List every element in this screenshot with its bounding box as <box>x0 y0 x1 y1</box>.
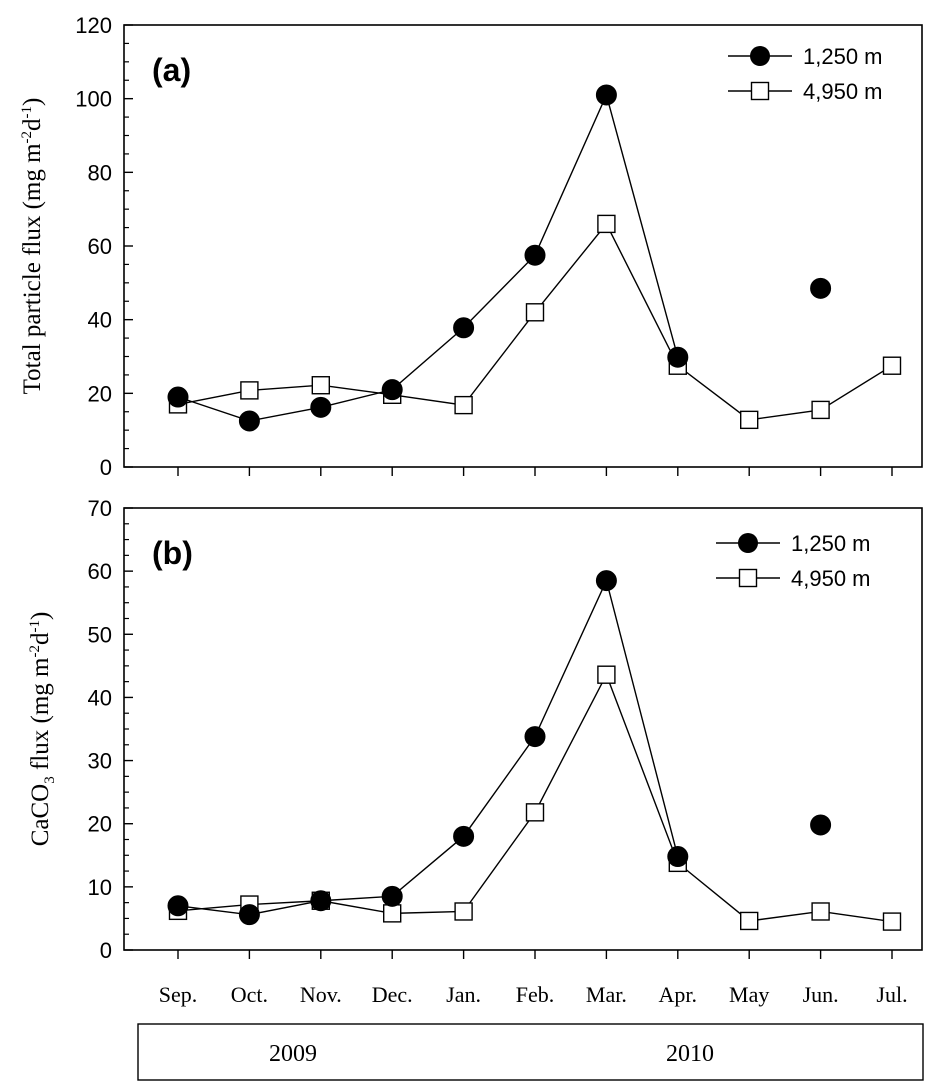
y-tick-label: 20 <box>88 381 112 406</box>
marker-1250m-Jan. <box>453 317 475 339</box>
legend-label: 1,250 m <box>803 44 883 69</box>
marker-1250m-Dec. <box>381 379 403 401</box>
y-tick-label: 120 <box>75 13 112 38</box>
y-tick-label: 30 <box>88 749 112 774</box>
marker-1250m-Sep. <box>167 895 189 917</box>
month-label: Oct. <box>231 982 268 1007</box>
marker-4950m-Mar. <box>597 665 616 684</box>
month-label: Nov. <box>300 982 342 1007</box>
y-axis-label: CaCO3 flux (mg m-2d-1) <box>27 612 58 847</box>
y-tick-label: 60 <box>88 234 112 259</box>
marker-1250m-Jun. <box>810 814 832 836</box>
month-label: Dec. <box>372 982 413 1007</box>
legend-marker-4950m <box>750 81 770 101</box>
marker-1250m-Feb. <box>524 726 546 748</box>
marker-4950m-May <box>740 410 759 430</box>
marker-4950m-Jul. <box>882 356 902 375</box>
marker-4950m-Jun. <box>811 902 830 921</box>
marker-1250m-Nov. <box>310 890 332 912</box>
marker-4950m-Jun. <box>811 400 830 420</box>
legend-marker-1250m <box>738 533 758 553</box>
marker-4950m-Jul. <box>882 912 902 931</box>
marker-1250m-Nov. <box>310 396 332 418</box>
year-frame <box>137 1023 924 1081</box>
marker-1250m-Mar. <box>595 84 617 106</box>
month-label: Jun. <box>803 982 839 1007</box>
month-labels: Sep. Oct. Nov. Dec. Jan. Feb. Mar. Apr. May Jun. J… <box>159 982 908 1007</box>
y-tick-label: 0 <box>100 455 112 480</box>
panel-b: 0 10 20 30 40 50 60 70 (b) 1,250 m 4,950 m CaCO3 fl… <box>27 496 923 963</box>
month-label: Jul. <box>876 982 907 1007</box>
month-label: May <box>729 982 769 1007</box>
y-tick-label: 50 <box>88 622 112 647</box>
marker-1250m-Oct. <box>238 904 260 926</box>
y-axis-label: Total particle flux (mg m-2d-1) <box>19 98 46 395</box>
year-2009: 2009 <box>269 1041 317 1067</box>
marker-4950m-Feb. <box>525 303 545 322</box>
marker-4950m-Jan. <box>454 902 473 921</box>
y-tick-label: 0 <box>100 938 112 963</box>
marker-1250m-Apr. <box>667 846 689 868</box>
y-tick-label: 80 <box>88 160 112 185</box>
marker-1250m-Feb. <box>524 244 546 266</box>
y-tick-label: 40 <box>88 308 112 333</box>
y-tick-label: 100 <box>75 87 112 112</box>
panel-a: 0 20 40 60 80 100 120 (a) 1,250 m 4,950 m Total pa… <box>19 13 923 480</box>
month-label: Jan. <box>446 982 481 1007</box>
month-label: Sep. <box>159 982 198 1007</box>
marker-1250m-Dec. <box>381 885 403 907</box>
series-line-1250m <box>177 578 679 916</box>
marker-4950m-May <box>740 911 759 931</box>
legend-label: 1,250 m <box>791 531 871 556</box>
panel-label: (b) <box>152 535 193 571</box>
legend-marker-1250m <box>750 46 770 66</box>
marker-4950m-Feb. <box>525 803 545 822</box>
marker-4950m-Jan. <box>454 395 473 415</box>
marker-4950m-Mar. <box>597 214 616 234</box>
marker-1250m-Jan. <box>453 825 475 847</box>
marker-1250m-Mar. <box>595 570 617 592</box>
year-box: 2009 2010 <box>137 1023 924 1081</box>
marker-1250m-Oct. <box>238 410 260 432</box>
legend-label: 4,950 m <box>791 566 871 591</box>
marker-4950m-Dec. <box>383 904 402 923</box>
month-label: Apr. <box>659 982 698 1007</box>
y-tick-label: 40 <box>88 685 112 710</box>
y-tick-label: 70 <box>88 496 112 521</box>
marker-1250m-Jun. <box>810 277 832 299</box>
legend-label: 4,950 m <box>803 79 883 104</box>
y-tick-label: 10 <box>88 875 112 900</box>
marker-4950m-Nov. <box>311 376 330 395</box>
legend-marker-4950m <box>738 568 758 588</box>
y-tick-label: 20 <box>88 812 112 837</box>
series-line-4950m <box>177 672 893 923</box>
marker-4950m-Oct. <box>240 381 259 400</box>
month-label: Mar. <box>586 982 627 1007</box>
marker-1250m-Sep. <box>167 386 189 408</box>
marker-1250m-Apr. <box>667 346 689 368</box>
panel-label: (a) <box>152 52 191 88</box>
y-tick-label: 60 <box>88 559 112 584</box>
year-2010: 2010 <box>666 1041 714 1067</box>
month-label: Feb. <box>516 982 555 1007</box>
series-line-1250m <box>177 92 679 422</box>
